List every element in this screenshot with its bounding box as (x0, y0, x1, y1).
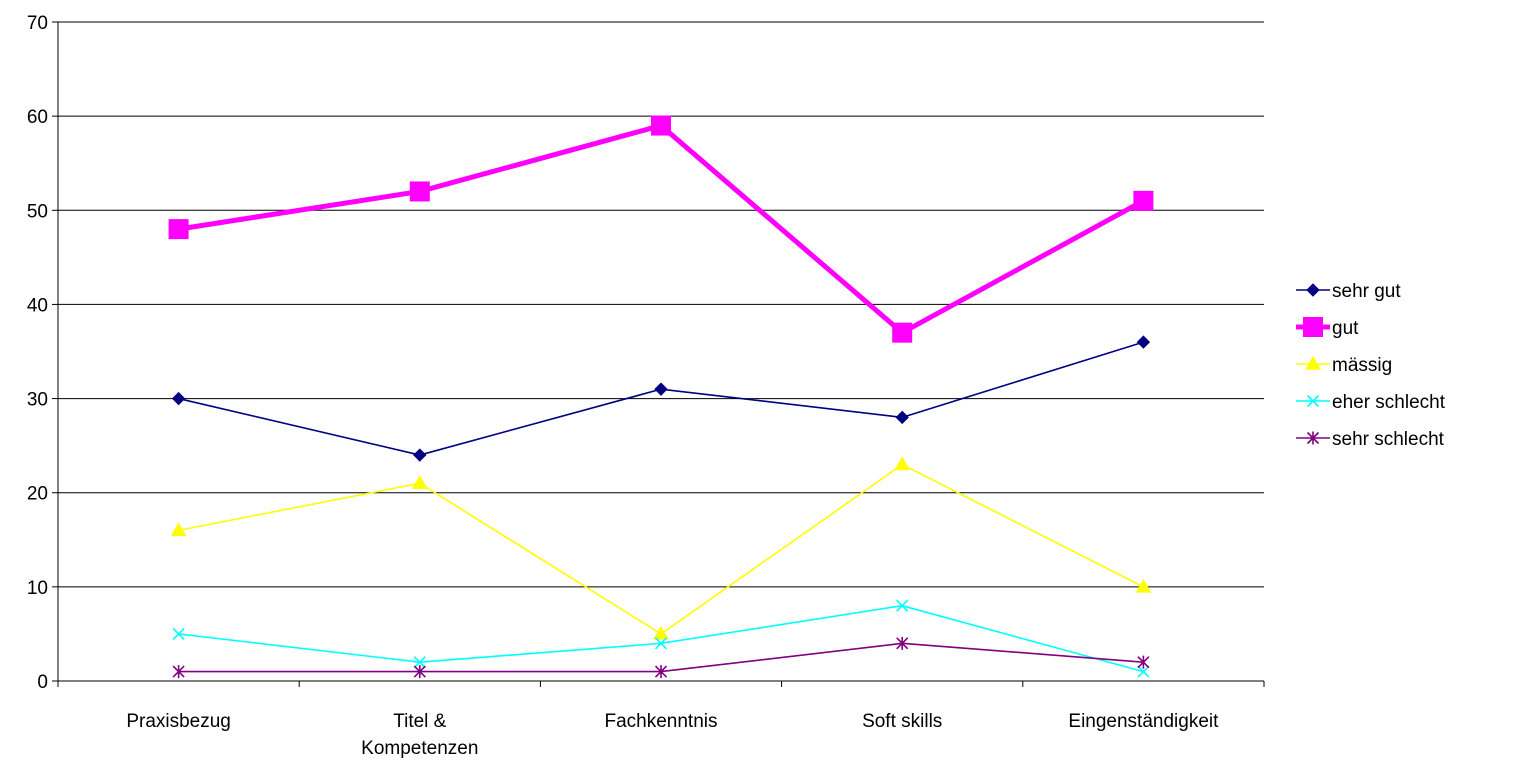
series-eher-schlecht (172, 599, 1150, 678)
marker-star (1306, 431, 1320, 445)
marker-triangle (170, 522, 187, 537)
y-tick-label: 20 (27, 484, 48, 505)
marker-triangle (894, 456, 911, 471)
marker-diamond (895, 410, 909, 425)
series-gut (168, 115, 1154, 343)
marker-triangle (411, 475, 428, 490)
series-line (178, 463, 1144, 635)
marker-x (654, 637, 668, 650)
x-tick-label: Titel & Kompetenzen (361, 711, 478, 759)
legend: sehr gut gut mässig eher schlecht sehr schle… (1296, 281, 1446, 450)
marker-x (1137, 665, 1150, 678)
y-tick-label: 50 (27, 201, 48, 222)
marker-triangle (1135, 578, 1152, 593)
y-tick-label: 60 (27, 107, 48, 128)
marker-diamond (654, 382, 668, 396)
y-tick-label: 10 (27, 578, 48, 599)
y-tick-labels: 0 10 20 30 40 50 60 70 (27, 13, 48, 693)
y-tick-label: 30 (27, 390, 48, 411)
series (168, 115, 1154, 679)
x-tick-label: Fachkenntnis (604, 711, 717, 732)
y-tick-label: 70 (27, 13, 48, 34)
x-tick-label: Praxisbezug (126, 711, 231, 732)
marker-diamond (1136, 335, 1151, 349)
marker-square (651, 115, 671, 136)
marker-x (896, 599, 909, 612)
legend-entry: mässig (1296, 355, 1392, 376)
legend-label: eher schlecht (1332, 392, 1446, 413)
marker-diamond (171, 391, 186, 406)
marker-square (168, 219, 189, 240)
marker-square (1133, 190, 1154, 211)
legend-label: mässig (1332, 355, 1392, 376)
series-sehr-schlecht (172, 636, 1150, 679)
marker-star (654, 665, 668, 679)
marker-diamond (1306, 283, 1320, 297)
marker-triangle (1305, 355, 1321, 370)
y-tick-label: 40 (27, 295, 48, 316)
legend-label: sehr schlecht (1332, 429, 1445, 450)
marker-x (1306, 394, 1320, 408)
legend-label: gut (1332, 318, 1359, 339)
legend-entry: gut (1296, 317, 1359, 339)
marker-square (892, 322, 913, 343)
legend-entry: sehr schlecht (1296, 429, 1445, 450)
legend-entry: sehr gut (1296, 281, 1401, 302)
marker-diamond (413, 448, 427, 462)
x-tick-label: Soft skills (862, 711, 942, 732)
axes (52, 21, 1265, 687)
legend-label: sehr gut (1332, 281, 1401, 302)
series-mässig (170, 456, 1152, 640)
series-sehr-gut (171, 335, 1151, 462)
x-tick-label: Eingenständigkeit (1068, 711, 1219, 732)
legend-entry: eher schlecht (1296, 392, 1446, 413)
gridlines (58, 21, 1264, 588)
marker-star (1137, 655, 1150, 669)
marker-x (413, 656, 426, 669)
marker-star (413, 665, 426, 679)
marker-triangle (653, 625, 669, 640)
marker-star (172, 665, 185, 679)
series-line (178, 123, 1145, 336)
marker-square (1303, 317, 1323, 337)
marker-x (172, 627, 185, 640)
marker-star (896, 636, 909, 650)
x-tick-labels: Praxisbezug Titel & Kompetenzen Fachkenntni… (126, 711, 1219, 759)
y-tick-label: 0 (37, 672, 48, 693)
marker-square (409, 181, 430, 202)
